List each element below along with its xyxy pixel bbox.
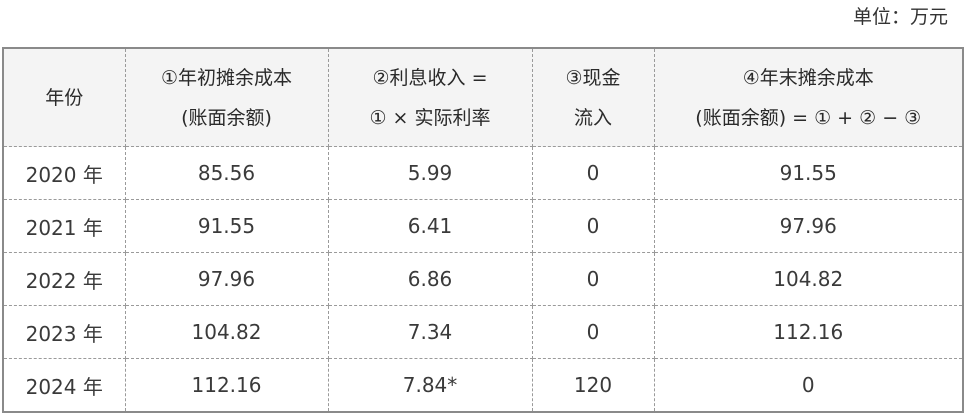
closing-cost-cell: 112.16 xyxy=(653,305,964,359)
opening-cost-cell: 112.16 xyxy=(124,358,329,413)
table-row: 2020 年 85.56 5.99 0 91.55 xyxy=(2,146,964,200)
header-year: 年份 xyxy=(2,47,126,147)
table-row: 2022 年 97.96 6.86 0 104.82 xyxy=(2,252,964,306)
header-text: ③现金 xyxy=(565,66,621,89)
closing-cost-cell: 0 xyxy=(653,358,964,413)
header-closing-cost: ④年末摊余成本 (账面余额) = ① + ② − ③ xyxy=(653,47,964,147)
header-text: 年份 xyxy=(45,86,84,109)
year-cell: 2021 年 xyxy=(2,199,126,253)
cash-inflow-cell: 0 xyxy=(531,146,655,200)
interest-income-cell: 6.41 xyxy=(327,199,533,253)
header-text: 流入 xyxy=(573,106,612,129)
header-cash-inflow: ③现金流入 xyxy=(531,47,655,147)
closing-cost-cell: 91.55 xyxy=(653,146,964,200)
year-cell: 2022 年 xyxy=(2,252,126,306)
header-text: ①年初摊余成本 xyxy=(160,66,293,89)
table-row: 2021 年 91.55 6.41 0 97.96 xyxy=(2,199,964,253)
closing-cost-cell: 104.82 xyxy=(653,252,964,306)
interest-income-cell: 7.84* xyxy=(327,358,533,413)
header-row: 年份 ①年初摊余成本 (账面余额) ②利息收入 = ① × 实际利率 ③现金流入 ④… xyxy=(2,47,964,147)
opening-cost-cell: 91.55 xyxy=(124,199,329,253)
header-text: ④年末摊余成本 xyxy=(742,66,874,89)
opening-cost-cell: 104.82 xyxy=(124,305,329,359)
opening-cost-cell: 85.56 xyxy=(124,146,329,200)
cash-inflow-cell: 0 xyxy=(531,305,655,359)
cash-inflow-cell: 0 xyxy=(531,252,655,306)
header-text: ① × 实际利率 xyxy=(369,106,491,129)
year-cell: 2020 年 xyxy=(2,146,126,200)
interest-income-cell: 6.86 xyxy=(327,252,533,306)
table-row: 2024 年 112.16 7.84* 120 0 xyxy=(2,358,964,413)
interest-income-cell: 7.34 xyxy=(327,305,533,359)
header-interest-income: ②利息收入 = ① × 实际利率 xyxy=(327,47,533,147)
header-opening-cost: ①年初摊余成本 (账面余额) xyxy=(124,47,329,147)
header-text: ②利息收入 = xyxy=(372,66,488,89)
cash-inflow-cell: 0 xyxy=(531,199,655,253)
amortized-cost-table: 年份 ①年初摊余成本 (账面余额) ②利息收入 = ① × 实际利率 ③现金流入 ④… xyxy=(2,47,964,413)
year-cell: 2024 年 xyxy=(2,358,126,413)
closing-cost-cell: 97.96 xyxy=(653,199,964,253)
year-cell: 2023 年 xyxy=(2,305,126,359)
table-row: 2023 年 104.82 7.34 0 112.16 xyxy=(2,305,964,359)
interest-income-cell: 5.99 xyxy=(327,146,533,200)
header-text: (账面余额) xyxy=(181,106,272,129)
opening-cost-cell: 97.96 xyxy=(124,252,329,306)
header-text: (账面余额) = ① + ② − ③ xyxy=(695,106,922,129)
unit-label: 单位：万元 xyxy=(852,6,948,28)
cash-inflow-cell: 120 xyxy=(531,358,655,413)
